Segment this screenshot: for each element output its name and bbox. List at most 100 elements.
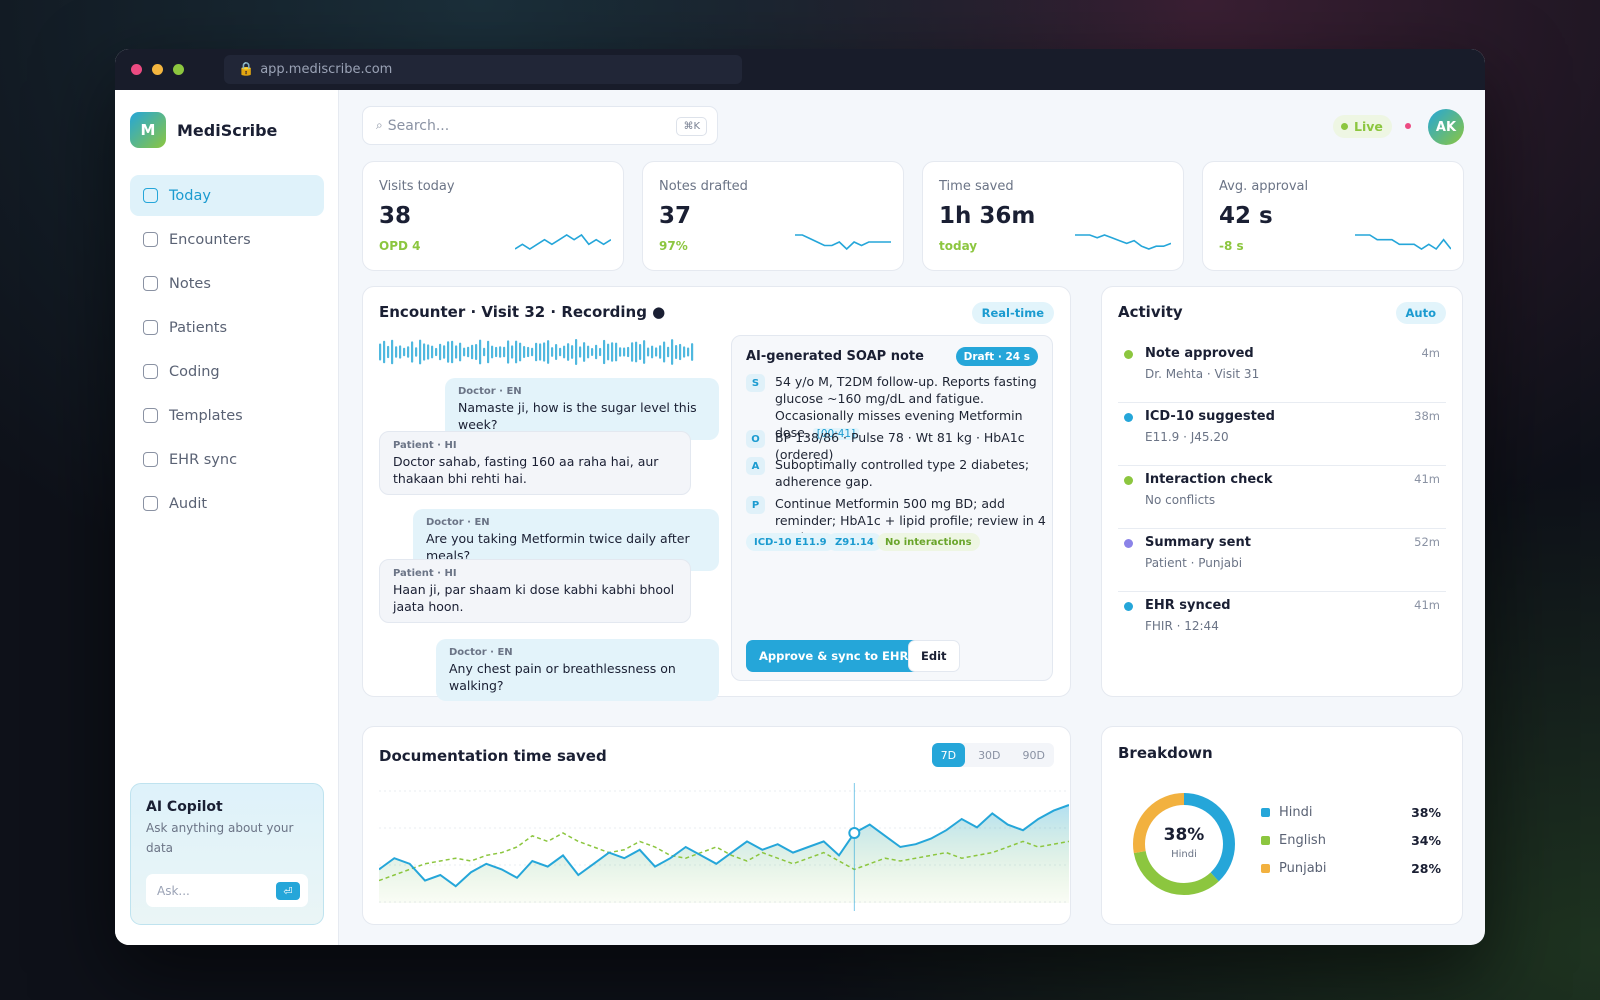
stat-value: 38 — [379, 203, 412, 229]
waveform-bar — [519, 342, 522, 362]
waveform-bar — [459, 342, 462, 362]
sidebar-item-audit[interactable]: Audit — [130, 483, 324, 524]
search-input[interactable]: ⌕ Search... ⌘K — [362, 106, 718, 145]
sparkline-line — [1075, 234, 1171, 250]
checkbox-icon — [143, 276, 158, 291]
waveform-bar — [503, 346, 506, 358]
soap-tag: A — [746, 457, 765, 475]
copilot-input[interactable]: Ask... ⏎ — [146, 874, 308, 907]
legend-item-english[interactable]: English 34% — [1261, 833, 1441, 848]
waveform-bar — [591, 347, 594, 357]
stat-card[interactable]: Time saved 1h 36m today — [922, 161, 1184, 271]
approve-sync-button[interactable]: Approve & sync to EHR — [746, 640, 922, 672]
legend-swatch — [1261, 864, 1270, 873]
legend-label: English — [1279, 833, 1326, 848]
sidebar-item-label: Today — [169, 187, 211, 204]
activity-sub: Patient · Punjabi — [1145, 556, 1243, 570]
status-dot-icon — [1124, 350, 1133, 359]
waveform-bar — [447, 341, 450, 363]
patient-message: Patient · HI Haan ji, par shaam ki dose k… — [379, 559, 691, 623]
waveform-bar — [635, 341, 638, 363]
sidebar-item-label: EHR sync — [169, 451, 238, 468]
legend-item-hindi[interactable]: Hindi 38% — [1261, 805, 1441, 820]
maximize-dot[interactable] — [173, 64, 184, 75]
message-text: Haan ji, par shaam ki dose kabhi kabhi b… — [393, 582, 675, 614]
activity-sub: Dr. Mehta · Visit 31 — [1145, 367, 1260, 381]
sidebar-item-today[interactable]: Today — [130, 175, 324, 216]
waveform-bar — [547, 340, 550, 364]
sidebar-item-coding[interactable]: Coding — [130, 351, 324, 392]
activity-item[interactable]: EHR synced FHIR · 12:44 41m — [1118, 592, 1446, 655]
copilot-description: Ask anything about your data — [146, 821, 294, 855]
live-label: Live — [1354, 119, 1383, 134]
activity-time: 38m — [1414, 409, 1440, 423]
sidebar-item-ehr-sync[interactable]: EHR sync — [130, 439, 324, 480]
range-30d[interactable]: 30D — [978, 748, 1001, 762]
activity-item[interactable]: Summary sent Patient · Punjabi 52m — [1118, 529, 1446, 592]
waveform-bar — [391, 339, 394, 365]
checkbox-icon — [143, 452, 158, 467]
waveform-bar — [543, 342, 546, 362]
range-90d[interactable]: 90D — [1022, 748, 1045, 762]
soap-text: BP 138/86 · Pulse 78 · Wt 81 kg · HbA1c … — [775, 429, 1046, 463]
user-avatar[interactable]: AK — [1428, 109, 1464, 145]
audio-waveform — [379, 339, 694, 365]
message-text: Doctor sahab, fasting 160 aa raha hai, a… — [393, 454, 659, 486]
minimize-dot[interactable] — [152, 64, 163, 75]
code-chip[interactable]: ICD-10 E11.9 — [746, 533, 835, 551]
code-chip[interactable]: Z91.14 — [827, 533, 882, 551]
address-bar[interactable]: 🔒 app.mediscribe.com — [224, 55, 742, 84]
waveform-bar — [603, 339, 606, 365]
area-chart[interactable] — [379, 783, 1069, 913]
activity-item[interactable]: ICD-10 suggested E11.9 · J45.20 38m — [1118, 403, 1446, 466]
checkbox-icon — [143, 364, 158, 379]
waveform-bar — [475, 344, 478, 360]
waveform-bar — [467, 346, 470, 358]
stat-card[interactable]: Notes drafted 37 97% — [642, 161, 904, 271]
checkbox-icon — [143, 496, 158, 511]
waveform-bar — [527, 346, 530, 358]
legend-item-punjabi[interactable]: Punjabi 28% — [1261, 861, 1441, 876]
soap-tag: O — [746, 430, 765, 448]
sidebar-item-encounters[interactable]: Encounters — [130, 219, 324, 260]
waveform-bar — [583, 342, 586, 362]
sidebar-item-templates[interactable]: Templates — [130, 395, 324, 436]
activity-item[interactable]: Note approved Dr. Mehta · Visit 31 4m — [1118, 340, 1446, 403]
documentation-chart-card: Documentation time saved 7D 30D 90D — [362, 726, 1071, 925]
auto-badge[interactable]: Auto — [1395, 302, 1446, 324]
copilot-title: AI Copilot — [146, 799, 223, 815]
soap-title: AI-generated SOAP note — [746, 349, 924, 364]
sidebar-item-patients[interactable]: Patients — [130, 307, 324, 348]
send-icon[interactable]: ⏎ — [276, 882, 300, 900]
waveform-bar — [627, 346, 630, 358]
soap-tag: P — [746, 496, 765, 514]
stat-card[interactable]: Avg. approval 42 s -8 s — [1202, 161, 1464, 271]
range-7d[interactable]: 7D — [931, 743, 966, 767]
soap-note-panel: AI-generated SOAP note Draft · 24 s Appr… — [731, 335, 1053, 681]
timestamp-link[interactable]: [00:41] — [812, 428, 860, 440]
edit-button[interactable]: Edit — [908, 640, 960, 672]
stat-label: Avg. approval — [1219, 179, 1309, 194]
stat-card[interactable]: Visits today 38 OPD 4 — [362, 161, 624, 271]
live-status-badge[interactable]: Live — [1333, 115, 1392, 138]
notification-dot-icon[interactable] — [1405, 123, 1411, 129]
series-1-line — [379, 804, 1069, 888]
sidebar-item-notes[interactable]: Notes — [130, 263, 324, 304]
stat-label: Notes drafted — [659, 179, 748, 194]
brand[interactable]: M MediScribe — [130, 112, 277, 148]
language-donut-chart[interactable] — [1129, 789, 1239, 899]
soap-row-a: A Suboptimally controlled type 2 diabetes… — [746, 456, 1046, 490]
sparkline-line — [795, 234, 891, 251]
activity-sub: E11.9 · J45.20 — [1145, 430, 1229, 444]
breakdown-title: Breakdown — [1118, 744, 1213, 762]
activity-time: 41m — [1414, 598, 1440, 612]
checkbox-icon — [143, 232, 158, 247]
code-chip[interactable]: No interactions — [877, 533, 980, 551]
shortcut-badge: ⌘K — [676, 117, 707, 136]
url-text: app.mediscribe.com — [260, 62, 393, 77]
lock-icon: 🔒 — [238, 62, 255, 77]
search-icon: ⌕ — [376, 118, 383, 132]
activity-item[interactable]: Interaction check No conflicts 41m — [1118, 466, 1446, 529]
waveform-bar — [455, 345, 458, 359]
close-dot[interactable] — [131, 64, 142, 75]
